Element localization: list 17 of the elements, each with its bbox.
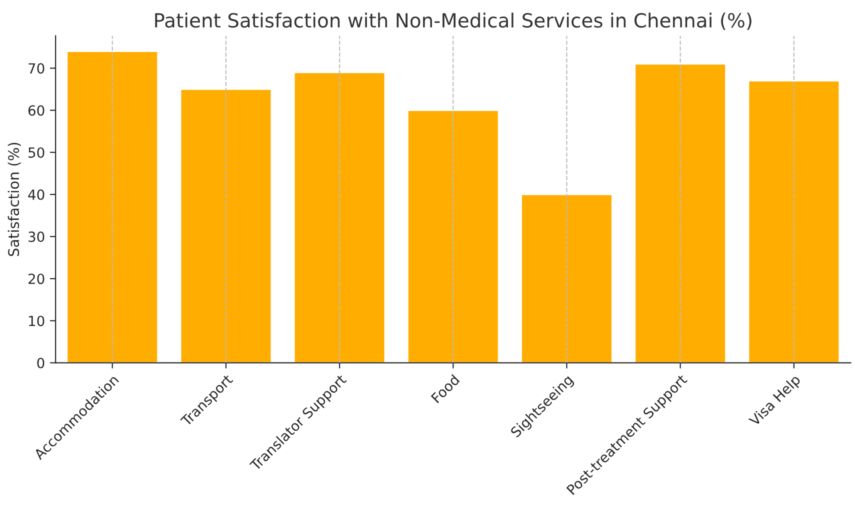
y-tick-label: 20 bbox=[28, 274, 44, 284]
bar bbox=[66, 50, 159, 363]
chart-title: Patient Satisfaction with Non-Medical Services in Chennai (%) bbox=[155, 12, 752, 30]
bar bbox=[634, 63, 726, 363]
y-tick-label: 50 bbox=[28, 147, 44, 158]
y-tick-label: 30 bbox=[28, 232, 44, 242]
y-tick-label: 70 bbox=[28, 63, 44, 74]
bar bbox=[293, 72, 386, 363]
y-tick-label: 10 bbox=[29, 316, 44, 326]
bar bbox=[520, 194, 613, 363]
y-tick-label: 0 bbox=[37, 358, 44, 368]
bar bbox=[407, 110, 500, 363]
bar bbox=[748, 80, 840, 363]
y-tick-label: 60 bbox=[28, 105, 44, 116]
y-axis-title: Satisfaction (%) bbox=[8, 142, 21, 256]
bar bbox=[180, 88, 272, 363]
y-tick-label: 40 bbox=[28, 189, 44, 200]
